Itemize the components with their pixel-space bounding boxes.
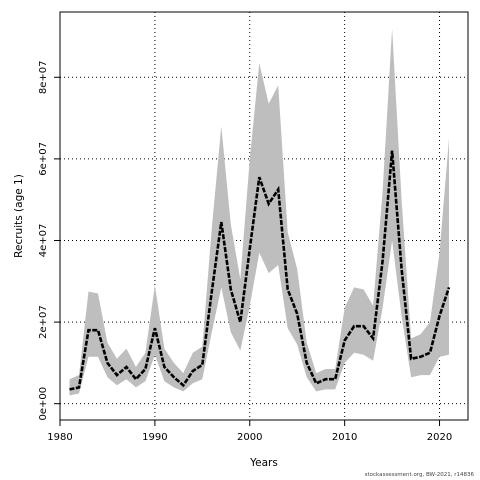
x-tick-label: 2020 [427, 432, 452, 443]
confidence-band [69, 28, 449, 396]
x-tick-label: 1990 [142, 432, 167, 443]
x-axis: 1980 1990 2000 2010 2020 [47, 420, 452, 443]
y-tick-label: 6e+07 [38, 142, 49, 176]
y-tick-label: 8e+07 [38, 60, 49, 94]
y-axis-title: Recruits (age 1) [13, 174, 25, 258]
y-tick-label: 2e+07 [38, 305, 49, 339]
y-tick-label: 0e+00 [38, 387, 49, 421]
y-axis: 0e+00 2e+07 4e+07 6e+07 8e+07 [38, 60, 60, 420]
y-tick-label: 4e+07 [38, 224, 49, 258]
x-tick-label: 2000 [237, 432, 262, 443]
plot-frame [59, 11, 469, 421]
recruits-line [69, 150, 451, 391]
x-tick-label: 1980 [47, 432, 72, 443]
x-tick-label: 2010 [332, 432, 357, 443]
credit-text: stockassessment.org, BW-2021, r14836 [364, 472, 474, 478]
x-axis-title: Years [249, 457, 278, 469]
